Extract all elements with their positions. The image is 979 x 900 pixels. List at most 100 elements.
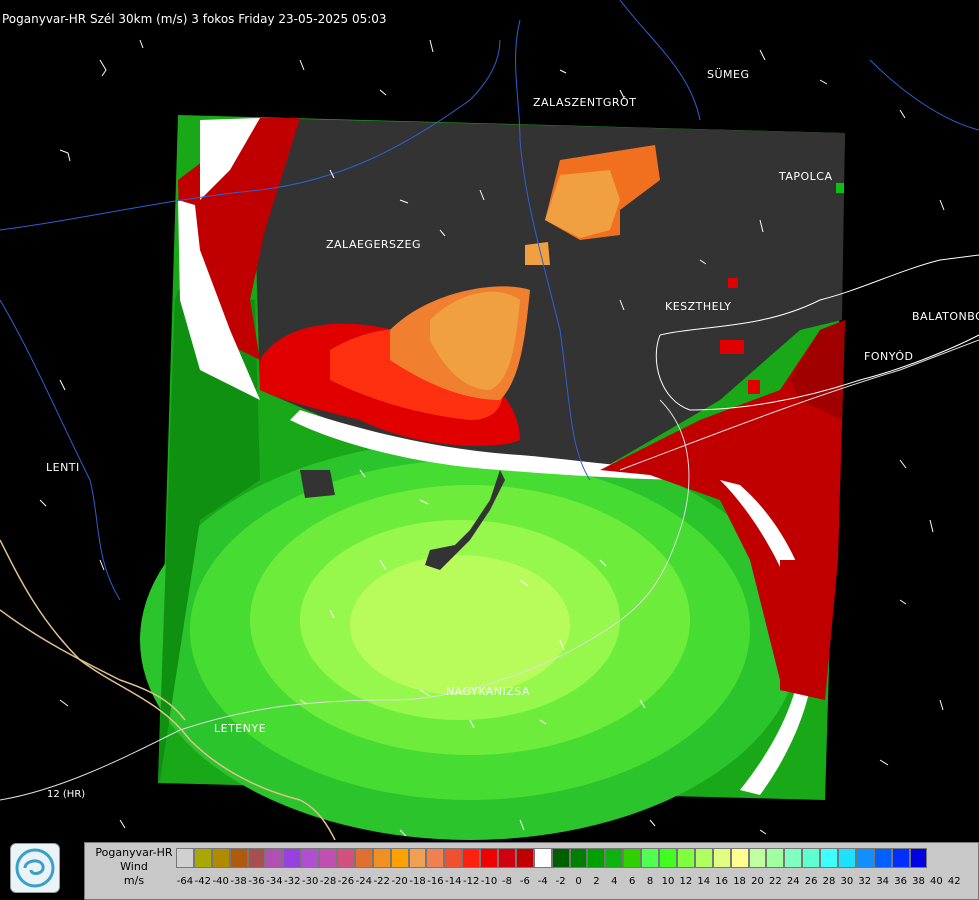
legend-swatch	[676, 848, 695, 868]
geo-lines	[0, 0, 979, 841]
legend-title-source: Poganyvar-HR	[95, 846, 173, 859]
legend-swatch	[498, 848, 516, 868]
legend-tick-label: -2	[555, 876, 566, 887]
legend-tick-label: -24	[355, 876, 373, 887]
legend-tick-label: 30	[840, 876, 854, 887]
legend-swatch	[408, 848, 427, 868]
legend-swatch	[802, 848, 821, 868]
legend-tick-label: -34	[266, 876, 283, 887]
legend-swatch	[193, 848, 212, 868]
legend-swatches	[176, 848, 928, 868]
legend-tick-label: -38	[230, 876, 247, 887]
legend-swatch	[426, 848, 445, 868]
legend-swatch	[444, 848, 463, 868]
legend-tick-label: -26	[337, 876, 355, 887]
legend-swatch	[820, 848, 838, 868]
label-letenye: LETENYE	[214, 722, 267, 735]
legend-swatch	[551, 848, 570, 868]
legend-swatch	[766, 848, 785, 868]
legend-swatch	[605, 848, 624, 868]
legend-swatch	[730, 848, 749, 868]
legend-tick-label: 24	[786, 876, 800, 887]
label-nagykanizsa: NAGYKANIZSA	[446, 685, 531, 698]
legend-tick-label: -42	[194, 876, 211, 887]
legend-tick-label: 38	[912, 876, 925, 887]
legend-swatch	[390, 848, 409, 868]
legend-swatch	[372, 848, 391, 868]
legend-swatch	[462, 848, 481, 868]
legend-swatch	[587, 848, 606, 868]
legend-tick-label: -22	[373, 876, 390, 887]
legend-tick-label: -28	[319, 876, 337, 887]
legend-swatch	[480, 848, 499, 868]
legend-swatch	[855, 848, 874, 868]
legend-swatch	[837, 848, 856, 868]
legend-ticks: -64 -42 -40 -38 -36 -34 -32 -30 -28 -26 -24 -22 -20-…	[176, 876, 963, 887]
legend-tick-label: 0	[575, 876, 582, 887]
legend-tick-label: 12	[679, 876, 693, 887]
radar-coverage	[140, 115, 845, 840]
legend-tick-label: 36	[894, 876, 907, 887]
legend-swatch	[301, 848, 320, 868]
legend-swatch	[873, 848, 892, 868]
label-zalaegerszeg: ZALAEGERSZEG	[326, 238, 422, 251]
legend-tick-label: 14	[697, 876, 711, 887]
legend-tick-label: -40	[212, 876, 229, 887]
legend-swatch	[784, 848, 803, 868]
legend-swatch	[229, 848, 248, 868]
legend-tick-label: 2	[593, 876, 600, 887]
legend-tick-label: -18	[409, 876, 426, 887]
legend-title-product: Wind	[120, 860, 148, 873]
legend-swatch	[641, 848, 660, 868]
legend-tick-label: 20	[751, 876, 764, 887]
legend-title: Poganyvar-HR Wind m/s	[86, 846, 182, 888]
legend-swatch	[891, 848, 910, 868]
legend-tick-label: -10	[480, 876, 498, 887]
legend-swatch	[748, 848, 767, 868]
legend-tick-label: 18	[733, 876, 746, 887]
legend-title-unit: m/s	[123, 874, 145, 887]
legend-swatch	[909, 848, 928, 868]
label-lenti: LENTI	[46, 461, 80, 474]
legend-tick-label: 22	[768, 876, 782, 887]
legend-swatch	[712, 848, 731, 868]
legend-tick-label: -20	[391, 876, 408, 887]
legend-tick-label: 26	[804, 876, 818, 887]
legend-tick-label: 8	[646, 876, 654, 887]
legend-tick-label: -8	[501, 876, 512, 887]
legend-tick-label: -16	[427, 876, 444, 887]
legend-tick-label: 4	[611, 876, 618, 887]
legend-tick-label: -4	[537, 876, 548, 887]
label-fonyod: FONYÓD	[864, 350, 914, 363]
legend-tick-label: 28	[822, 876, 836, 887]
legend-tick-label: 6	[629, 876, 636, 887]
legend-tick-label: -30	[302, 876, 319, 887]
legend-tick-label: -12	[463, 876, 480, 887]
legend-tick-label: -6	[519, 876, 530, 887]
label-keszthely: KESZTHELY	[665, 300, 732, 313]
road-label-12: 12 (HR)	[47, 789, 86, 800]
legend-swatch	[283, 848, 302, 868]
legend-tick-label: 32	[858, 876, 872, 887]
legend-tick-label: 40	[929, 876, 943, 887]
legend-swatch	[623, 848, 642, 868]
label-tapolca: TAPOLCA	[779, 170, 833, 183]
legend-swatch	[569, 848, 588, 868]
legend-tick-label: -64	[176, 876, 194, 887]
label-sumeg: SÜMEG	[707, 68, 750, 81]
map-title: Poganyvar-HR Szél 30km (m/s) 3 fokos Fri…	[2, 12, 387, 26]
legend-swatch	[515, 848, 534, 868]
legend-swatch	[211, 848, 230, 868]
legend-swatch	[533, 848, 552, 868]
legend-tick-label: 10	[661, 876, 675, 887]
legend-tick-label: -14	[445, 876, 462, 887]
legend-swatch	[176, 848, 194, 868]
legend-swatch	[337, 848, 355, 868]
logo-icon	[10, 843, 60, 893]
label-balatonboglar: BALATONBO	[912, 310, 979, 323]
legend-tick-label: -32	[284, 876, 301, 887]
legend-swatch	[319, 848, 338, 868]
legend-tick-label: 34	[876, 876, 890, 887]
legend-swatch	[247, 848, 266, 868]
